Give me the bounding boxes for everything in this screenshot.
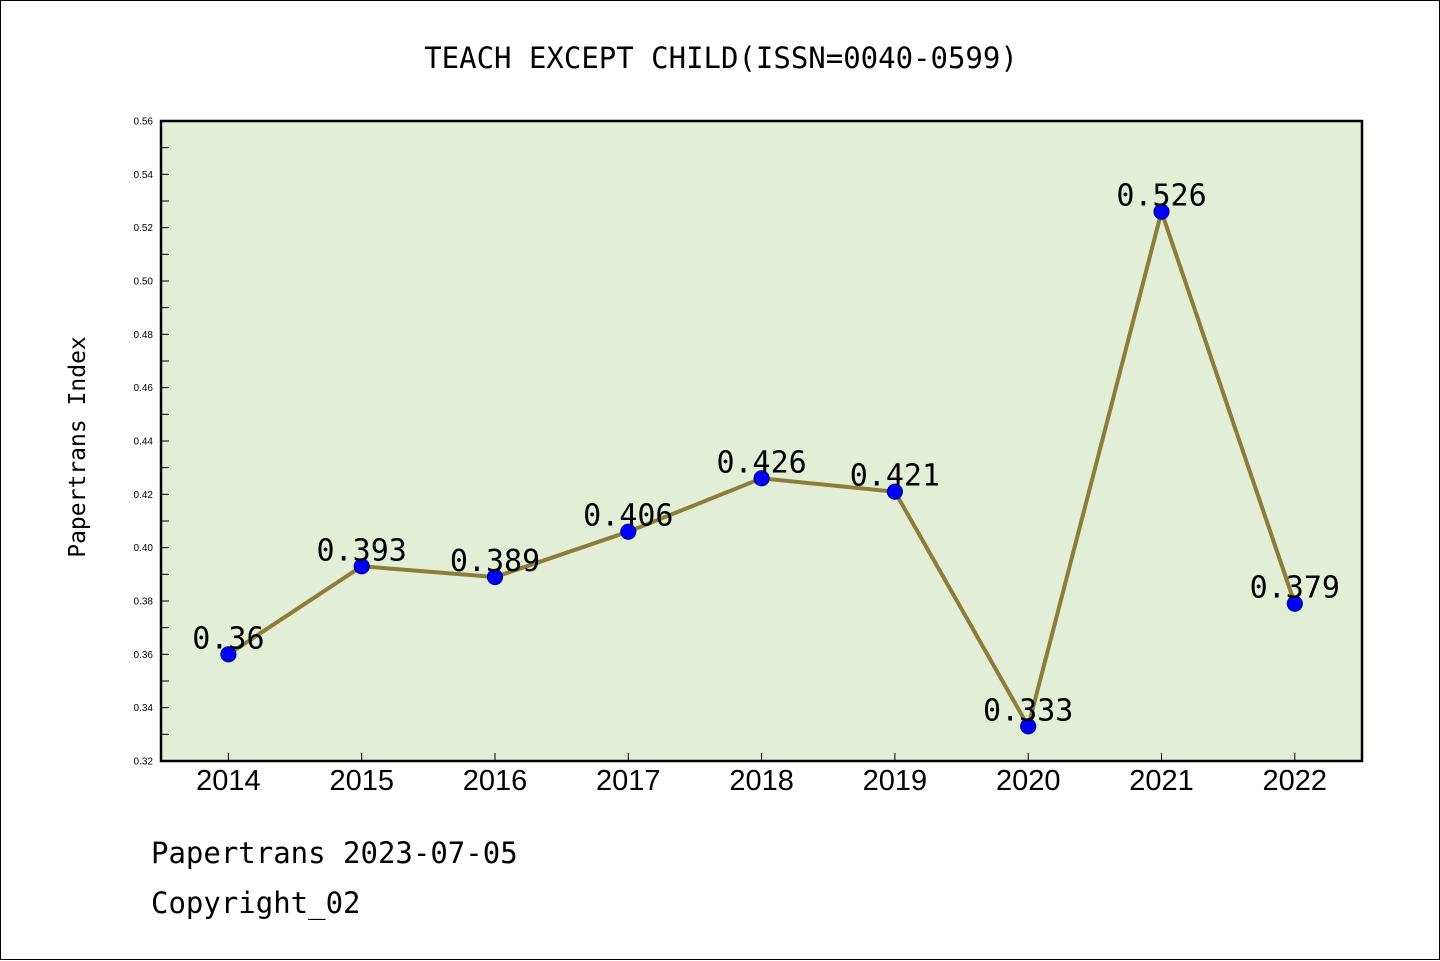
footer-date-line: Papertrans 2023-07-05: [151, 836, 518, 870]
x-tick-label: 2021: [1129, 765, 1194, 797]
x-tick-label: 2018: [729, 765, 794, 797]
data-point: [353, 558, 370, 575]
data-point: [753, 470, 770, 487]
y-axis-label: Papertrans Index: [65, 336, 91, 558]
y-tick-label: 0.36: [134, 650, 154, 661]
x-tick-label: 2016: [463, 765, 528, 797]
data-point: [486, 568, 504, 586]
data-point: [620, 523, 637, 540]
y-tick-label: 0.40: [134, 543, 154, 554]
x-tick-label: 2017: [596, 765, 661, 797]
data-label: 0.379: [1250, 571, 1340, 606]
data-labels: 0.36 0.393 0.389 0.406 0.426 0.421 0.333 0.526 0…: [192, 179, 1340, 729]
chart-title: TEACH EXCEPT CHILD(ISSN=0040-0599): [424, 41, 1018, 75]
data-label: 0.526: [1116, 179, 1206, 214]
data-label: 0.426: [716, 445, 806, 480]
data-label: 0.389: [450, 544, 540, 579]
y-tick-label: 0.50: [134, 277, 154, 288]
series-layer: [220, 203, 1303, 735]
data-point: [1153, 203, 1170, 220]
y-tick-label: 0.42: [134, 490, 154, 501]
y-tick-label: 0.44: [134, 437, 154, 448]
y-tick-label: 0.48: [134, 330, 154, 341]
x-tick-label: 2019: [863, 765, 928, 797]
plot-area: [159, 119, 1364, 763]
x-tick-label: 2022: [1263, 765, 1328, 797]
footer-copyright-line: Copyright_02: [151, 886, 361, 920]
y-tick-label: 0.46: [134, 383, 154, 394]
y-tick-label: 0.34: [134, 703, 154, 714]
data-point: [1286, 595, 1303, 612]
data-point: [220, 646, 237, 663]
data-label: 0.36: [192, 621, 264, 656]
data-label: 0.406: [583, 499, 673, 534]
x-tick-label: 2014: [196, 765, 261, 797]
x-tick-label: 2015: [329, 765, 394, 797]
data-label: 0.333: [983, 693, 1073, 728]
y-tick-label: 0.54: [134, 170, 154, 181]
data-point: [886, 483, 904, 500]
y-tick-label: 0.56: [134, 117, 154, 128]
y-tick-label: 0.32: [134, 757, 154, 768]
y-tick-label: 0.38: [134, 597, 154, 608]
y-axis-ticks: 0.32 0.34 0.36 0.38 0.40 0.42 0.44 0.46 0.48 0.50…: [134, 117, 169, 768]
data-label: 0.393: [317, 533, 407, 568]
x-axis-ticks: 2014 2015 2016 2017 2018 2019 2020 2021 2022: [196, 753, 1327, 797]
data-label: 0.421: [850, 459, 940, 494]
x-tick-label: 2020: [996, 765, 1061, 797]
y-tick-label: 0.52: [134, 223, 154, 234]
data-point: [1020, 718, 1037, 735]
